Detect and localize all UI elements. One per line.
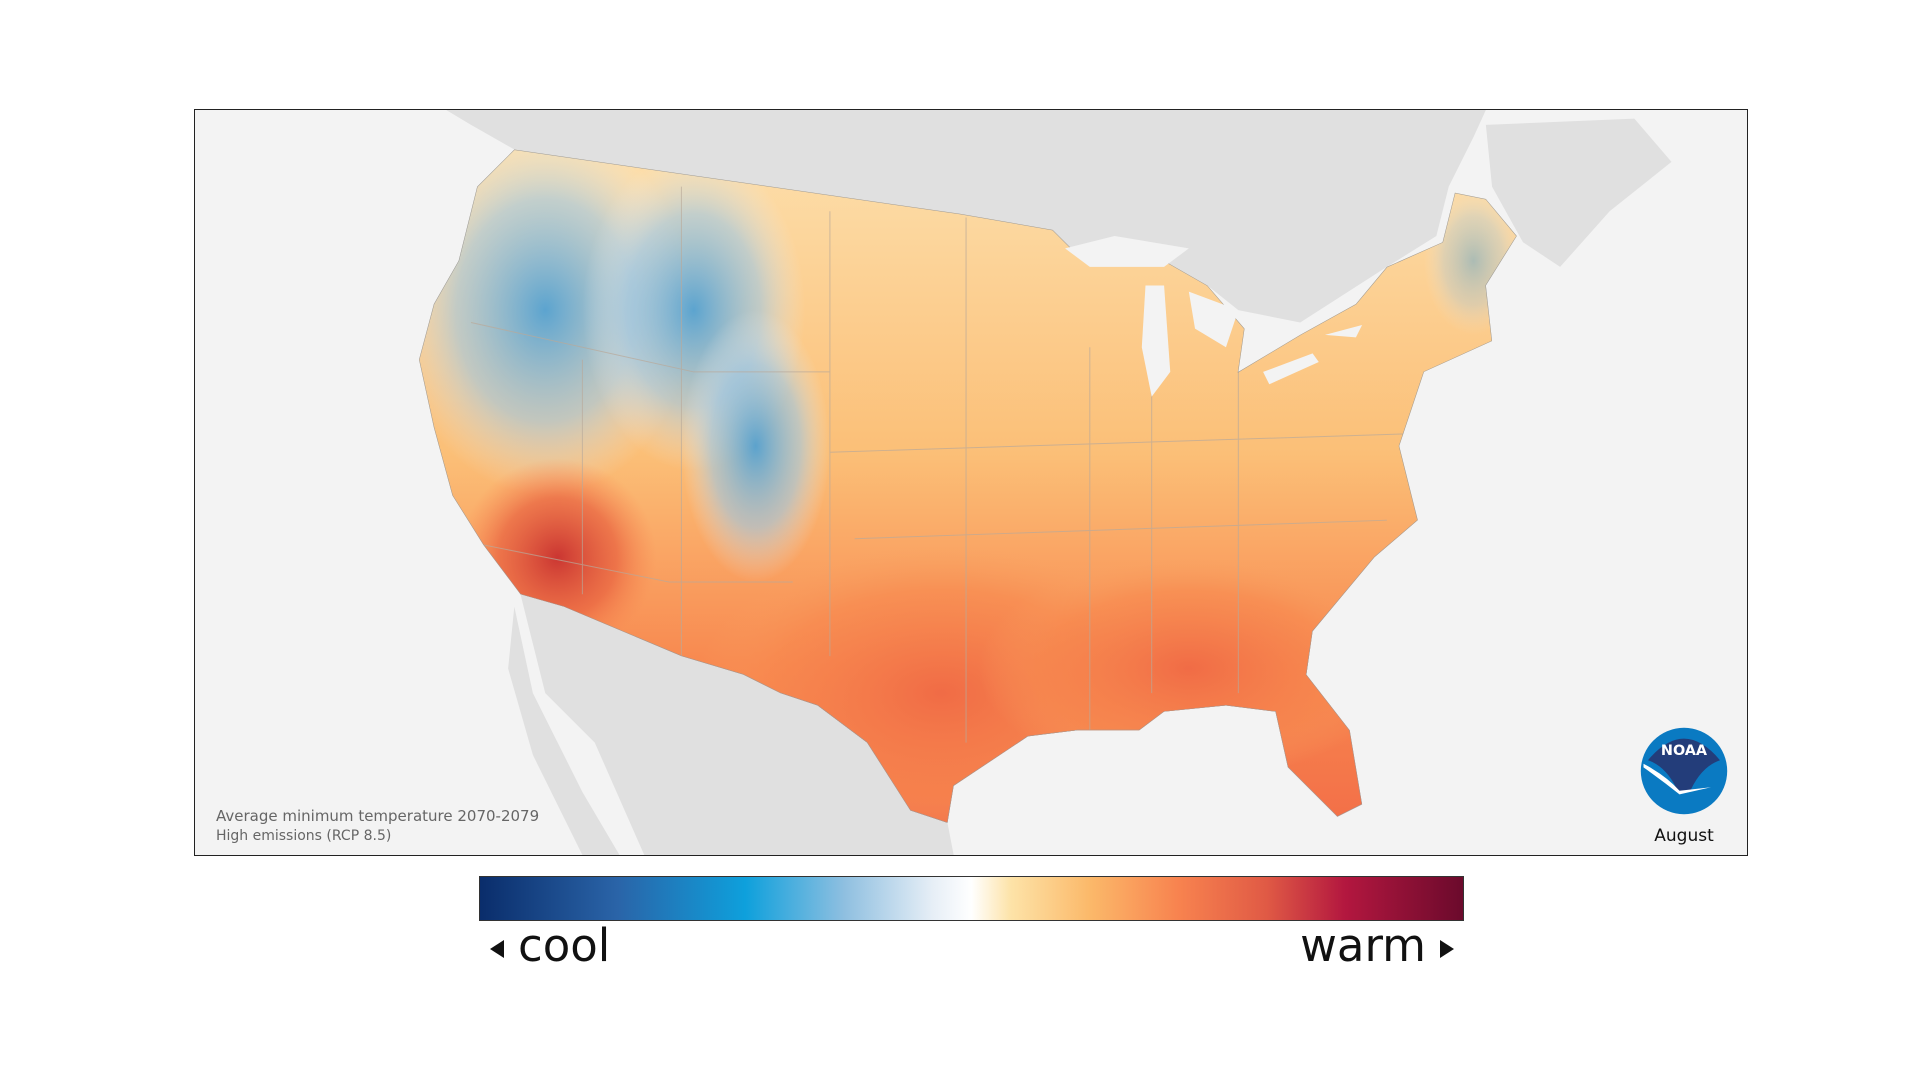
baja-landmass: [508, 606, 620, 855]
map-title: Average minimum temperature 2070-2079: [216, 807, 540, 825]
map-frame: Average minimum temperature 2070-2079 Hi…: [194, 109, 1748, 856]
map-caption: Average minimum temperature 2070-2079 Hi…: [216, 806, 539, 846]
legend-cool-label: cool: [518, 919, 611, 972]
right-triangle-icon: [1440, 940, 1454, 958]
great-lakes: [1065, 236, 1363, 397]
noaa-logo: NOAA: [1640, 727, 1728, 815]
map-subtitle: High emissions (RCP 8.5): [216, 828, 392, 844]
legend-warm: warm: [1300, 916, 1454, 976]
color-scale-bar: [479, 876, 1464, 921]
left-triangle-icon: [490, 940, 504, 958]
legend-warm-label: warm: [1300, 919, 1426, 972]
month-label: August: [1654, 826, 1714, 846]
canada-landmass: [446, 110, 1486, 323]
svg-text:NOAA: NOAA: [1661, 743, 1708, 759]
us-temperature-map: [419, 110, 1672, 855]
canada-east-landmass: [1485, 118, 1672, 267]
legend-cool: cool: [490, 916, 610, 976]
mexico-landmass: [520, 594, 954, 855]
